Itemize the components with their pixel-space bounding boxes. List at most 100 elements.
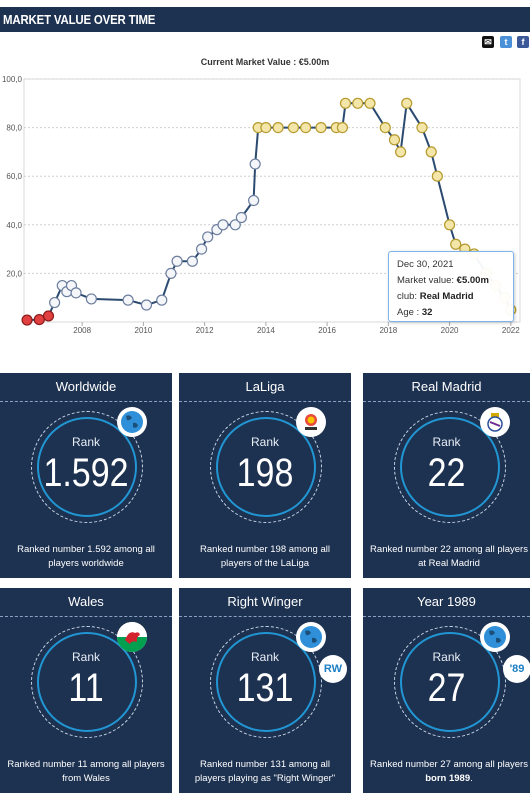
rank-ring bbox=[216, 417, 316, 517]
tooltip-value-row: Market value: €5.00m bbox=[397, 273, 505, 289]
data-point bbox=[202, 231, 214, 243]
tooltip-club-label: club: bbox=[397, 291, 418, 302]
twitter-icon: t bbox=[504, 37, 508, 47]
rank-value: 11 bbox=[68, 666, 104, 710]
card-title: Year 1989 bbox=[417, 594, 476, 609]
data-point bbox=[425, 146, 437, 158]
globe-icon bbox=[296, 622, 326, 652]
card-title: Worldwide bbox=[55, 379, 117, 394]
data-point bbox=[186, 255, 198, 267]
chart-title: Current Market Value : €5.00m bbox=[200, 57, 330, 67]
data-point bbox=[300, 121, 312, 134]
rank-label: Rank bbox=[71, 435, 100, 449]
data-point bbox=[70, 287, 82, 299]
tooltip-age: 32 bbox=[421, 307, 433, 318]
rank-ring-outer bbox=[31, 626, 143, 738]
data-point bbox=[122, 294, 134, 306]
data-point bbox=[272, 121, 284, 134]
position-badge: RW bbox=[319, 655, 347, 683]
tooltip-age-label: Age : bbox=[397, 307, 420, 318]
rank-ring-outer bbox=[394, 626, 506, 738]
x-tick-label: 2008 bbox=[73, 326, 91, 335]
card-title: Real Madrid bbox=[411, 379, 482, 394]
rank-description: Ranked number 198 among all players of t… bbox=[200, 544, 330, 569]
rank-value: 27 bbox=[427, 666, 466, 710]
rank-ring-outer bbox=[394, 411, 506, 523]
rank-value: 131 bbox=[236, 666, 294, 710]
data-point bbox=[431, 170, 443, 182]
rank-ring bbox=[400, 417, 500, 517]
rank-description: Ranked number 131 among all players play… bbox=[194, 759, 336, 784]
x-tick-label: 2016 bbox=[318, 326, 336, 335]
rank-ring bbox=[37, 632, 137, 732]
y-tick-label: 80,0 bbox=[6, 124, 22, 133]
x-tick-label: 2022 bbox=[502, 326, 520, 335]
desc-suffix: . bbox=[470, 773, 473, 784]
data-point bbox=[49, 296, 61, 309]
data-point bbox=[140, 299, 153, 311]
rank-description: Ranked number 1.592 among all players wo… bbox=[17, 544, 155, 569]
rank-value: 198 bbox=[236, 451, 294, 495]
rank-card-club: Real Madrid Rank 22 Ranked number 22 amo… bbox=[363, 373, 530, 578]
rank-ring bbox=[400, 632, 500, 732]
rank-label: Rank bbox=[250, 650, 279, 664]
data-point bbox=[416, 121, 428, 134]
card-divider bbox=[179, 616, 351, 617]
data-point bbox=[352, 97, 364, 109]
share-facebook-button[interactable]: f bbox=[517, 36, 529, 48]
card-title: LaLiga bbox=[245, 379, 285, 394]
section-header: MARKET VALUE OVER TIME bbox=[0, 7, 530, 32]
tooltip-value-label: Market value: bbox=[397, 275, 455, 286]
data-point bbox=[229, 219, 241, 231]
data-point bbox=[165, 267, 177, 279]
rank-label: Rank bbox=[432, 435, 461, 449]
x-tick-label: 2012 bbox=[196, 326, 214, 335]
data-point bbox=[394, 146, 407, 158]
data-point bbox=[217, 219, 229, 231]
data-point bbox=[248, 194, 260, 207]
rank-label: Rank bbox=[250, 435, 279, 449]
desc-bold: born 1989 bbox=[425, 773, 471, 784]
card-title: Right Winger bbox=[227, 594, 303, 609]
y-tick-label: 40,0 bbox=[6, 221, 22, 230]
data-point bbox=[156, 294, 168, 306]
data-point bbox=[235, 211, 247, 224]
x-tick-label: 2020 bbox=[441, 326, 459, 335]
rank-card-position: Right Winger RW Rank 131 Ranked number 1… bbox=[179, 588, 351, 793]
rank-ring-outer bbox=[31, 411, 143, 523]
rank-ring-outer bbox=[210, 626, 322, 738]
data-point bbox=[388, 134, 401, 146]
rank-card-worldwide: Worldwide Rank 1.592 Ranked number 1.592… bbox=[0, 373, 172, 578]
rank-label: Rank bbox=[71, 650, 100, 664]
data-point bbox=[260, 121, 272, 134]
rank-label: Rank bbox=[432, 650, 461, 664]
rank-card-birth-year: Year 1989 '89 Rank 27 Ranked number 27 a… bbox=[363, 588, 530, 793]
wales-flag-icon bbox=[117, 622, 147, 652]
year-badge: '89 bbox=[503, 655, 530, 683]
rank-ring-outer bbox=[210, 411, 322, 523]
data-point bbox=[195, 243, 208, 255]
rank-description: Ranked number 22 among all players at Re… bbox=[370, 544, 528, 569]
data-point bbox=[287, 121, 300, 134]
tooltip-age-row: Age : 32 bbox=[397, 305, 505, 321]
data-point bbox=[33, 313, 45, 326]
globe-icon bbox=[117, 407, 147, 437]
rank-card-laliga: LaLiga Rank 198 Ranked number 198 among … bbox=[179, 373, 351, 578]
data-point bbox=[85, 293, 97, 305]
section-title: MARKET VALUE OVER TIME bbox=[3, 12, 156, 27]
share-mail-button[interactable]: ✉ bbox=[482, 36, 494, 48]
rank-value: 22 bbox=[427, 451, 466, 495]
x-tick-label: 2018 bbox=[379, 326, 397, 335]
rank-value: 1.592 bbox=[43, 451, 129, 495]
tooltip-club-row: club: Real Madrid bbox=[397, 289, 505, 305]
card-title: Wales bbox=[68, 594, 104, 609]
data-point bbox=[450, 238, 462, 250]
mail-icon: ✉ bbox=[484, 37, 492, 47]
tooltip-club: Real Madrid bbox=[419, 291, 474, 302]
share-twitter-button[interactable]: t bbox=[500, 36, 512, 48]
tooltip-value: €5.00m bbox=[456, 275, 489, 286]
rank-ring bbox=[216, 632, 316, 732]
data-point bbox=[379, 121, 391, 134]
y-tick-label: 20,0 bbox=[6, 269, 22, 278]
laliga-logo bbox=[296, 407, 326, 437]
